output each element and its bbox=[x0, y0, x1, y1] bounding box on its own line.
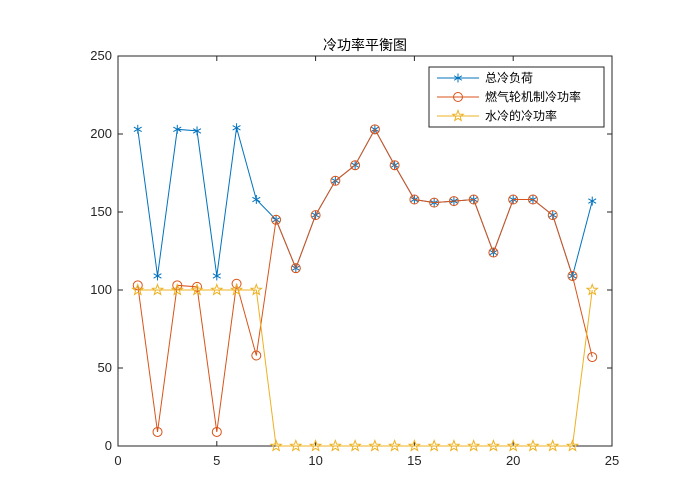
data-point-circle bbox=[211, 426, 222, 437]
data-point-circle bbox=[271, 214, 282, 225]
data-point-circle bbox=[350, 160, 361, 171]
data-point-star bbox=[486, 439, 501, 452]
data-point-star bbox=[328, 439, 342, 452]
data-point-star bbox=[309, 439, 323, 452]
x-tick-label: 20 bbox=[506, 453, 520, 468]
data-point-circle bbox=[567, 270, 578, 281]
legend-item: 燃气轮机制冷功率 bbox=[437, 89, 581, 104]
data-point-star bbox=[289, 439, 303, 452]
data-point-asterisk bbox=[252, 195, 261, 205]
data-point-circle bbox=[369, 124, 380, 135]
data-point-star bbox=[348, 439, 362, 452]
data-point-asterisk bbox=[153, 271, 162, 281]
data-point-circle bbox=[468, 194, 479, 205]
data-point-circle bbox=[330, 175, 341, 186]
y-tick-label: 50 bbox=[98, 360, 112, 375]
chart-title: 冷功率平衡图 bbox=[323, 37, 407, 54]
data-point-star bbox=[506, 439, 520, 452]
data-point-circle bbox=[231, 278, 242, 289]
data-point-star bbox=[585, 283, 599, 296]
data-point-star bbox=[467, 439, 481, 452]
x-tick-label: 0 bbox=[114, 453, 121, 468]
data-point-asterisk bbox=[453, 73, 463, 83]
data-point-star bbox=[407, 439, 421, 452]
data-point-star bbox=[451, 109, 465, 122]
y-tick-label: 200 bbox=[90, 126, 112, 141]
data-point-circle bbox=[527, 194, 538, 205]
data-point-star bbox=[170, 283, 184, 296]
data-point-star bbox=[546, 439, 560, 452]
data-point-circle bbox=[429, 197, 440, 208]
data-point-circle bbox=[409, 194, 420, 205]
data-point-star bbox=[447, 439, 461, 452]
data-point-circle bbox=[251, 350, 262, 361]
data-point-circle bbox=[192, 281, 203, 292]
x-tick-label: 10 bbox=[308, 453, 322, 468]
data-point-star bbox=[269, 439, 283, 452]
data-point-circle bbox=[290, 263, 301, 274]
data-point-circle bbox=[508, 194, 519, 205]
data-point-star bbox=[565, 439, 580, 452]
data-point-circle bbox=[547, 210, 558, 221]
data-point-star bbox=[131, 283, 145, 296]
x-tick-label: 25 bbox=[605, 453, 619, 468]
data-point-star bbox=[388, 439, 402, 452]
data-point-star bbox=[210, 283, 224, 296]
data-point-asterisk bbox=[192, 126, 202, 136]
data-point-star bbox=[427, 439, 441, 452]
series-3 bbox=[131, 283, 599, 452]
data-point-asterisk bbox=[212, 271, 221, 281]
series-group bbox=[131, 123, 599, 452]
data-point-star bbox=[229, 283, 244, 296]
legend-label: 总冷负荷 bbox=[485, 71, 533, 85]
data-point-star bbox=[526, 439, 540, 452]
y-tick-label: 150 bbox=[90, 204, 112, 219]
data-point-asterisk bbox=[588, 196, 597, 206]
x-tick-label: 15 bbox=[407, 453, 421, 468]
data-point-asterisk bbox=[232, 123, 241, 133]
legend-item: 水冷的冷功率 bbox=[437, 108, 557, 123]
data-point-circle bbox=[152, 426, 163, 437]
data-point-asterisk bbox=[133, 124, 142, 134]
y-tick-label: 250 bbox=[90, 48, 112, 63]
data-point-circle bbox=[448, 196, 459, 207]
x-tick-label: 5 bbox=[213, 453, 220, 468]
y-tick-label: 0 bbox=[105, 438, 112, 453]
legend-label: 燃气轮机制冷功率 bbox=[485, 89, 581, 104]
data-point-circle bbox=[310, 210, 321, 221]
data-point-asterisk bbox=[173, 124, 182, 134]
data-point-star bbox=[368, 439, 382, 452]
data-point-circle bbox=[488, 247, 499, 258]
series-line bbox=[137, 128, 593, 433]
legend-label: 水冷的冷功率 bbox=[485, 108, 557, 123]
data-point-star bbox=[190, 283, 204, 296]
data-point-circle bbox=[587, 352, 598, 363]
data-point-circle bbox=[389, 160, 400, 171]
legend-item: 总冷负荷 bbox=[437, 71, 533, 85]
y-tick-label: 100 bbox=[90, 282, 112, 297]
data-point-star bbox=[150, 283, 165, 296]
data-point-circle bbox=[453, 92, 463, 102]
data-point-star bbox=[249, 283, 263, 296]
